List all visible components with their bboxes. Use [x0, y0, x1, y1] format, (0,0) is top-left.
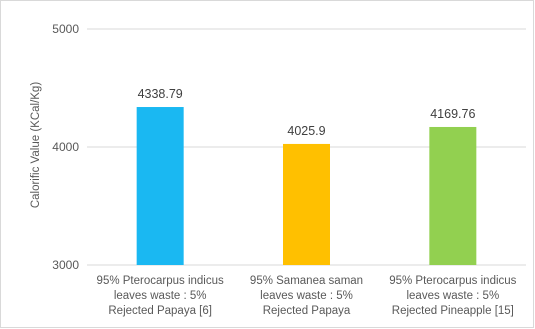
bars: [136, 107, 477, 265]
y-tick-label: 5000: [52, 22, 79, 36]
data-label-2: 4025.9: [287, 124, 325, 138]
category-label-3-line-2: leaves waste : 5%: [406, 290, 499, 302]
category-label-1-line-1: 95% Pterocarpus indicus: [97, 275, 224, 287]
category-label-1-line-2: leaves waste : 5%: [114, 290, 207, 302]
y-tick-label: 4000: [52, 140, 79, 154]
data-label-3: 4169.76: [430, 107, 475, 121]
data-labels: 4338.79 4025.9 4169.76: [138, 87, 476, 138]
category-label-2-line-2: leaves waste : 5%: [260, 290, 353, 302]
category-label-2-line-1: 95% Samanea saman: [250, 275, 363, 287]
y-axis-label: Calorific Value (KCal/Kg): [30, 82, 42, 209]
bar-3: [429, 126, 477, 265]
category-labels: 95% Pterocarpus indicus leaves waste : 5%…: [97, 275, 517, 317]
bar-2: [283, 143, 330, 265]
data-label-1: 4338.79: [138, 87, 183, 101]
category-label-1-line-3: Rejected Papaya [6]: [108, 305, 212, 317]
category-label-3-line-3: Rejected Pineapple [15]: [392, 305, 514, 317]
category-label-3-line-1: 95% Pterocarpus indicus: [389, 275, 516, 287]
category-label-2-line-3: Rejected Papaya: [263, 305, 351, 317]
bar-1: [136, 107, 184, 265]
y-tick-labels: 3000 4000 5000: [52, 22, 79, 272]
y-tick-label: 3000: [52, 258, 79, 272]
